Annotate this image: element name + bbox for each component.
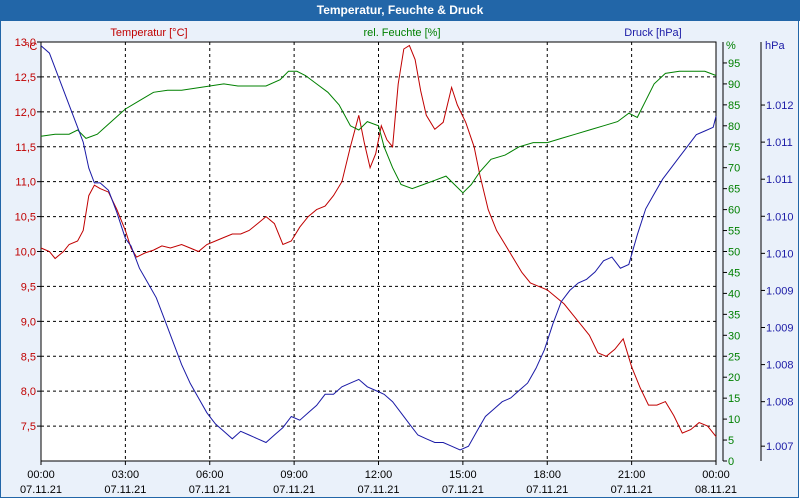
humidity-tick-label: 60 <box>728 205 740 217</box>
x-tick-time-label: 21:00 <box>618 469 646 481</box>
series-line-press <box>40 45 717 451</box>
humidity-tick-label: 75 <box>728 142 740 154</box>
humidity-tick-label: 95 <box>728 58 740 70</box>
humidity-tick-label: 35 <box>728 309 740 321</box>
temp-tick-label: 10,5 <box>15 212 36 224</box>
temp-axis-title: Temperatur [°C] <box>110 27 187 39</box>
pressure-tick-label: 1.009 <box>766 285 794 297</box>
humidity-tick-label: 30 <box>728 330 740 342</box>
pressure-axis-title: Druck [hPa] <box>624 27 681 39</box>
humidity-tick-label: 0 <box>728 456 734 468</box>
humidity-tick-label: 40 <box>728 288 740 300</box>
pressure-tick-label: 1.010 <box>766 248 794 260</box>
x-tick-date-label: 07.11.21 <box>357 484 399 496</box>
humidity-tick-label: 65 <box>728 184 740 196</box>
pressure-tick-label: 1.011 <box>766 174 793 186</box>
pressure-unit-label: hPa <box>765 40 785 52</box>
humidity-tick-label: 90 <box>728 79 740 91</box>
series-line-temp <box>40 44 717 437</box>
temp-tick-label: 13,0 <box>15 37 36 49</box>
pressure-tick-label: 1.008 <box>766 360 794 372</box>
temp-tick-label: 8,0 <box>21 386 36 398</box>
humidity-tick-label: 45 <box>728 267 740 279</box>
humidity-tick-label: 80 <box>728 121 740 133</box>
humidity-tick-label: 70 <box>728 163 740 175</box>
x-tick-time-label: 18:00 <box>533 469 561 481</box>
temp-tick-label: 10,0 <box>15 247 36 259</box>
x-tick-time-label: 12:00 <box>365 469 393 481</box>
humidity-tick-label: 50 <box>728 247 740 259</box>
pressure-tick-label: 1.012 <box>766 100 794 112</box>
chart-panel: 7,5 8,0 8,5 9,0 9,5 10,0 10,5 11,0 11,5 12,0 12,5 1… <box>0 21 799 498</box>
temp-unit-label: °C <box>25 41 37 53</box>
x-tick-date-label: 07.11.21 <box>442 484 484 496</box>
temp-tick-label: 7,5 <box>21 421 36 433</box>
humidity-tick-label: 10 <box>728 414 740 426</box>
x-tick-date-label: 07.11.21 <box>273 484 315 496</box>
pressure-tick-label: 1.010 <box>766 211 794 223</box>
x-tick-date-label: 07.11.21 <box>189 484 231 496</box>
x-tick-date-label: 07.11.21 <box>611 484 653 496</box>
pressure-tick-label: 1.009 <box>766 323 794 335</box>
pressure-tick-label: 1.008 <box>766 397 794 409</box>
line-chart: 7,5 8,0 8,5 9,0 9,5 10,0 10,5 11,0 11,5 12,0 12,5 1… <box>15 27 794 496</box>
humidity-tick-label: 5 <box>728 435 734 447</box>
x-tick-date-label: 07.11.21 <box>526 484 568 496</box>
humidity-tick-label: 20 <box>728 372 740 384</box>
x-tick-time-label: 03:00 <box>112 469 140 481</box>
x-tick-time-label: 00:00 <box>27 469 55 481</box>
temp-tick-label: 12,5 <box>15 72 36 84</box>
humidity-tick-label: 15 <box>728 393 740 405</box>
x-tick-time-label: 15:00 <box>449 469 477 481</box>
pressure-tick-label: 1.007 <box>766 441 794 453</box>
pressure-tick-label: 1.011 <box>766 137 793 149</box>
x-tick-time-label: 06:00 <box>196 469 224 481</box>
temp-tick-label: 9,5 <box>21 281 36 293</box>
series-line-hum <box>40 70 717 194</box>
humidity-tick-label: 85 <box>728 100 740 112</box>
humidity-axis-title: rel. Feuchte [%] <box>363 27 440 39</box>
temp-tick-label: 12,0 <box>15 107 36 119</box>
x-tick-date-label: 08.11.21 <box>695 484 737 496</box>
x-tick-date-label: 07.11.21 <box>104 484 146 496</box>
humidity-tick-label: 55 <box>728 226 740 238</box>
temp-tick-label: 9,0 <box>21 316 36 328</box>
humidity-unit-label: % <box>726 40 736 52</box>
temp-tick-label: 11,5 <box>15 142 36 154</box>
x-tick-time-label: 00:00 <box>702 469 730 481</box>
x-tick-date-label: 07.11.21 <box>20 484 62 496</box>
humidity-tick-label: 25 <box>728 351 740 363</box>
temp-tick-label: 11,0 <box>15 177 36 189</box>
chart-title: Temperatur, Feuchte & Druck <box>0 0 800 21</box>
x-tick-time-label: 09:00 <box>280 469 308 481</box>
temp-tick-label: 8,5 <box>21 351 36 363</box>
